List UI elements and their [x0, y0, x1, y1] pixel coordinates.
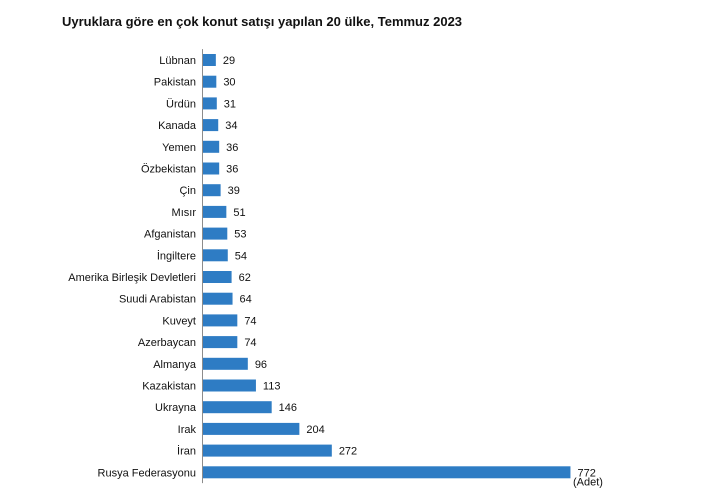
value-label: 113 [263, 381, 281, 393]
category-label: Ürdün [166, 98, 196, 110]
value-label: 74 [244, 315, 256, 327]
category-label: Yemen [162, 142, 196, 154]
category-label: Mısır [172, 207, 197, 219]
value-label: 204 [306, 424, 324, 436]
category-label: Almanya [153, 359, 197, 371]
value-label: 62 [239, 272, 251, 284]
value-label: 29 [223, 55, 235, 67]
bar [202, 119, 219, 132]
value-label: 64 [240, 294, 252, 306]
bar [202, 227, 228, 240]
category-label: Çin [179, 185, 196, 197]
category-label: Lübnan [159, 55, 196, 67]
category-label: Azerbaycan [138, 337, 196, 349]
value-label: 772 [577, 467, 595, 479]
bar [202, 444, 332, 457]
category-label: Kazakistan [142, 381, 196, 393]
value-label: 30 [223, 77, 235, 89]
bar [202, 466, 571, 479]
bar [202, 379, 256, 392]
bar [202, 162, 220, 175]
value-label: 51 [233, 207, 245, 219]
bar [202, 97, 217, 110]
bar [202, 184, 221, 197]
unit-label: (Adet) [573, 476, 603, 488]
bar [202, 140, 220, 153]
value-label: 39 [228, 185, 240, 197]
value-label: 96 [255, 359, 267, 371]
bar [202, 422, 300, 435]
category-label: Kuveyt [162, 315, 196, 327]
bar [202, 314, 238, 327]
bar [202, 292, 233, 305]
value-label: 36 [226, 142, 238, 154]
category-label: Özbekistan [141, 164, 196, 176]
value-label: 53 [234, 229, 246, 241]
bar [202, 249, 228, 262]
bar [202, 401, 272, 414]
category-label: Rusya Federasyonu [98, 467, 196, 479]
bar [202, 54, 216, 66]
bar [202, 75, 217, 88]
value-label: 36 [226, 164, 238, 176]
value-label: 31 [224, 98, 236, 110]
category-label: Afganistan [144, 229, 196, 241]
bar [202, 357, 248, 370]
category-label: Pakistan [154, 77, 196, 89]
category-label: İran [177, 445, 196, 458]
category-label: Irak [178, 424, 197, 436]
value-label: 146 [279, 402, 297, 414]
category-label: Amerika Birleşik Devletleri [68, 272, 196, 284]
bar [202, 336, 238, 349]
value-labels: 29 30 31 34 36 36 39 51 53 54 62 64 74 74 96 113 146 204 2… [223, 55, 596, 479]
bar [202, 205, 227, 218]
category-label: Ukrayna [155, 402, 197, 414]
bar [202, 271, 232, 283]
category-label: Kanada [158, 120, 197, 132]
value-label: 54 [235, 250, 247, 262]
value-label: 34 [225, 120, 237, 132]
value-label: 74 [244, 337, 256, 349]
category-label: İngiltere [157, 249, 196, 262]
category-labels: Lübnan Pakistan Ürdün Kanada Yemen Özbekistan… [68, 55, 197, 479]
bars [202, 54, 571, 479]
chart-title: Uyruklara göre en çok konut satışı yapıl… [62, 14, 463, 29]
value-label: 272 [339, 446, 357, 458]
category-label: Suudi Arabistan [119, 294, 196, 306]
